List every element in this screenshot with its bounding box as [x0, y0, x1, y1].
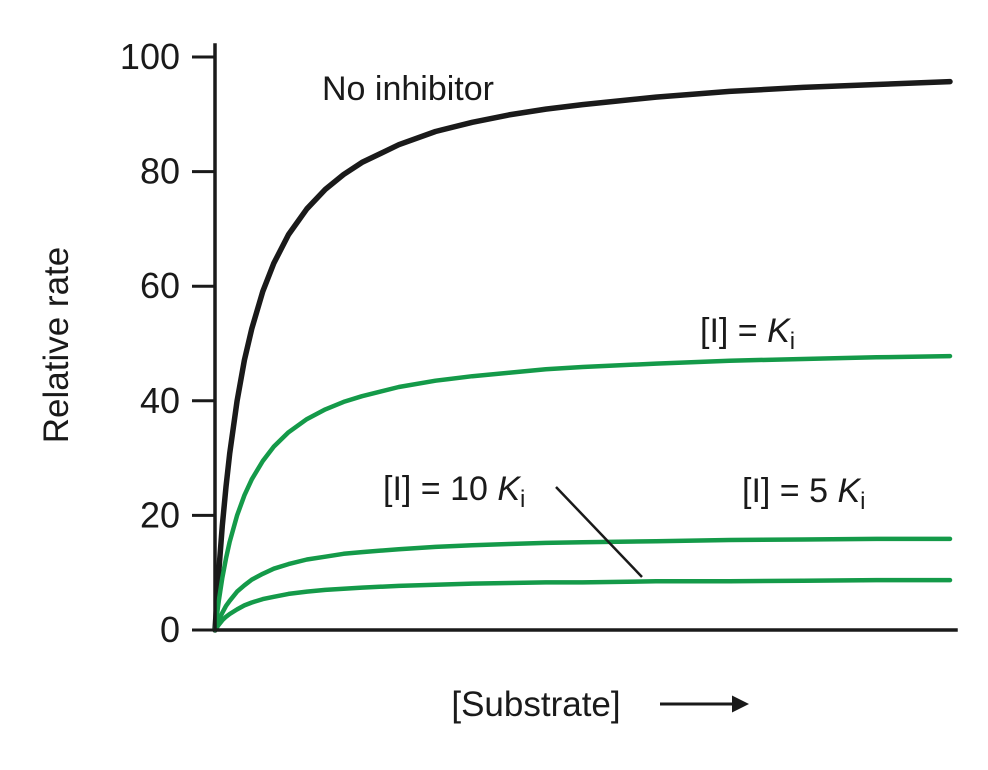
x-axis-label: [Substrate]	[451, 685, 620, 724]
curve-no-inhibitor	[212, 78, 953, 633]
y-tick-label: 0	[160, 609, 180, 650]
curve-label-i-eq-10ki: [I] = 10 Ki	[383, 470, 525, 513]
curve-label-i-eq-5ki: [I] = 5 Ki	[742, 472, 865, 515]
y-tick-label: 40	[140, 380, 180, 421]
curves-group	[212, 78, 953, 633]
y-tick-label: 80	[140, 151, 180, 192]
callout-line	[555, 486, 643, 578]
y-axis-label: Relative rate	[37, 247, 76, 443]
curve-i-eq-ki	[212, 353, 953, 633]
curve-i-eq-5ki	[212, 536, 953, 633]
curve-label-no-inhibitor: No inhibitor	[322, 70, 494, 108]
right-arrow-icon	[660, 695, 749, 713]
y-tick-label: 20	[140, 494, 180, 535]
y-ticks-group: 0 20 40 60 80 100	[120, 36, 215, 650]
curve-i-eq-10ki	[212, 577, 953, 633]
y-tick-label: 60	[140, 265, 180, 306]
y-tick-label: 100	[120, 36, 180, 77]
annotations-group: No inhibitor [I] = Ki [I] = 5 Ki [I] = 10 K…	[322, 70, 865, 578]
curve-label-i-eq-ki: [I] = Ki	[700, 312, 795, 355]
